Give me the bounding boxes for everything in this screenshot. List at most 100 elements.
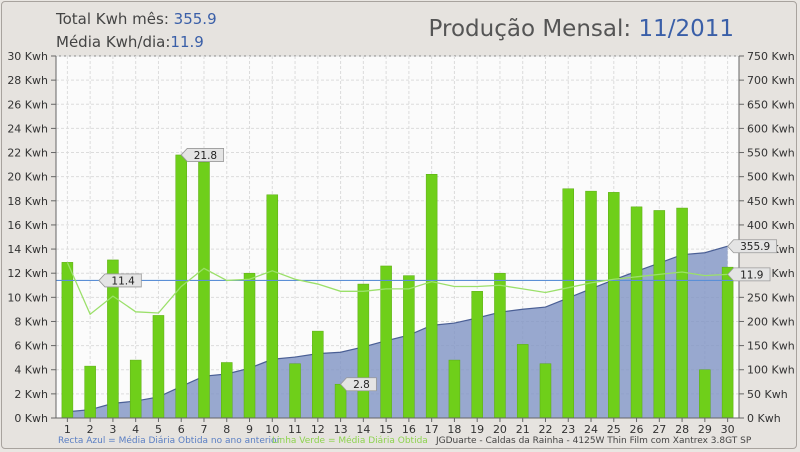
daily-bar xyxy=(516,344,529,419)
y-tick-label: 28 Kwh xyxy=(7,74,48,87)
x-tick-label: 20 xyxy=(493,423,507,436)
total-kwh-label: Total Kwh mês: xyxy=(56,10,169,28)
daily-bar xyxy=(198,161,210,419)
y2-tick-label: 150 Kwh xyxy=(747,340,795,353)
x-tick-label: 29 xyxy=(698,423,712,436)
x-tick-label: 11 xyxy=(288,423,302,436)
x-tick-label: 18 xyxy=(447,423,461,436)
x-tick-label: 24 xyxy=(584,423,598,436)
daily-bar xyxy=(312,330,324,419)
x-tick-label: 8 xyxy=(223,423,230,436)
x-tick-label: 12 xyxy=(311,423,325,436)
y2-tick-label: 550 Kwh xyxy=(747,147,795,160)
callout-box xyxy=(727,267,771,282)
running-average-line xyxy=(66,262,728,316)
x-tick-label: 27 xyxy=(652,423,666,436)
callout-label: 355.9 xyxy=(740,241,770,253)
x-tick-label: 4 xyxy=(132,423,139,436)
chart-title-period: 11/2011 xyxy=(638,16,734,42)
x-tick-label: 14 xyxy=(356,423,370,436)
chart-title-label: Produção Mensal: xyxy=(428,16,632,42)
daily-bar xyxy=(471,291,483,419)
y-tick-label: 8 Kwh xyxy=(14,315,48,328)
daily-bar xyxy=(608,192,620,419)
callout-label: 11.9 xyxy=(740,269,763,281)
x-tick-label: 19 xyxy=(470,423,484,436)
y-tick-label: 6 Kwh xyxy=(14,340,48,353)
y2-tick-label: 650 Kwh xyxy=(747,98,795,111)
y2-tick-label: 600 Kwh xyxy=(747,122,795,135)
y-tick-label: 4 Kwh xyxy=(14,364,48,377)
total-kwh-stat: Total Kwh mês: 355.9 xyxy=(56,10,217,28)
daily-bar xyxy=(630,206,643,419)
callout-label: 2.8 xyxy=(353,379,370,391)
y2-tick-label: 700 Kwh xyxy=(747,74,795,87)
callout-box xyxy=(180,148,225,162)
daily-bar xyxy=(494,272,506,419)
y2-tick-label: 0 Kwh xyxy=(747,412,781,425)
y-tick-label: 24 Kwh xyxy=(7,122,48,135)
daily-bar xyxy=(653,210,666,419)
x-tick-label: 5 xyxy=(155,423,162,436)
avg-kwh-stat: Média Kwh/dia:11.9 xyxy=(56,33,204,51)
daily-bar xyxy=(289,363,301,419)
footer-credit: JGDuarte - Caldas da Rainha - 4125W Thin… xyxy=(435,436,752,446)
daily-bar xyxy=(84,365,96,419)
x-tick-label: 17 xyxy=(425,423,439,436)
callout-label: 11.4 xyxy=(111,275,135,287)
y2-tick-label: 250 Kwh xyxy=(747,291,795,304)
daily-bar xyxy=(266,194,279,419)
daily-bar xyxy=(129,359,142,419)
y2-tick-label: 500 Kwh xyxy=(747,171,795,184)
y-tick-label: 22 Kwh xyxy=(7,147,48,160)
x-tick-label: 30 xyxy=(721,423,735,436)
daily-bar xyxy=(721,266,734,419)
daily-bar xyxy=(152,315,165,419)
avg-kwh-value: 11.9 xyxy=(170,33,204,51)
daily-bar xyxy=(585,190,597,419)
daily-bar xyxy=(221,362,233,419)
daily-bar xyxy=(699,369,711,419)
y-tick-label: 14 Kwh xyxy=(7,243,48,256)
y2-tick-label: 450 Kwh xyxy=(747,195,795,208)
chart-title: Produção Mensal: 11/2011 xyxy=(429,16,734,42)
x-tick-label: 21 xyxy=(516,423,530,436)
y2-tick-label: 750 Kwh xyxy=(747,50,795,63)
daily-bar xyxy=(425,174,438,419)
callout-box xyxy=(98,273,142,288)
y2-tick-label: 100 Kwh xyxy=(747,364,795,377)
y-tick-label: 2 Kwh xyxy=(14,388,48,401)
callout-label: 21.8 xyxy=(194,150,217,162)
x-tick-label: 6 xyxy=(178,423,185,436)
y-tick-label: 10 Kwh xyxy=(7,291,48,304)
daily-bar xyxy=(61,262,74,419)
y2-tick-label: 200 Kwh xyxy=(747,315,795,328)
daily-bar xyxy=(357,283,370,419)
x-tick-label: 23 xyxy=(561,423,575,436)
y2-tick-label: 50 Kwh xyxy=(747,388,788,401)
daily-bar xyxy=(243,272,256,419)
daily-bar xyxy=(334,383,347,419)
x-tick-label: 10 xyxy=(265,423,279,436)
x-tick-label: 25 xyxy=(607,423,621,436)
y-tick-label: 16 Kwh xyxy=(7,219,48,232)
total-kwh-value: 355.9 xyxy=(173,10,217,28)
x-tick-label: 2 xyxy=(87,423,94,436)
x-tick-label: 1 xyxy=(64,423,71,436)
y-tick-label: 26 Kwh xyxy=(7,98,48,111)
y-tick-label: 18 Kwh xyxy=(7,195,48,208)
footer-blue-note: Recta Azul = Média Diária Obtida no ano … xyxy=(58,435,281,446)
daily-bar xyxy=(676,207,688,419)
x-tick-label: 22 xyxy=(538,423,552,436)
x-tick-label: 15 xyxy=(379,423,393,436)
callout-box xyxy=(727,239,778,254)
y-tick-label: 30 Kwh xyxy=(7,50,48,63)
daily-bar xyxy=(539,363,552,419)
x-tick-label: 26 xyxy=(630,423,644,436)
x-tick-label: 9 xyxy=(246,423,253,436)
x-tick-label: 3 xyxy=(109,423,116,436)
daily-bar xyxy=(403,275,415,419)
x-tick-label: 7 xyxy=(200,423,207,436)
daily-bar xyxy=(448,359,461,419)
